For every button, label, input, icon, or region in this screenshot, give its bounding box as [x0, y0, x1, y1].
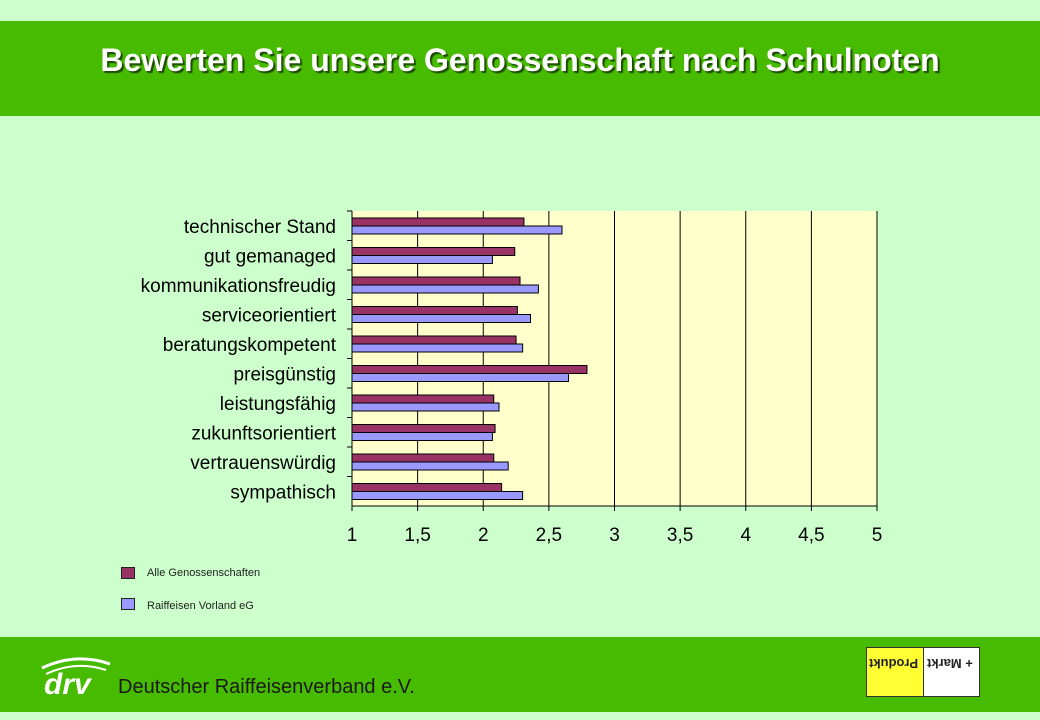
- x-tick-label: 3,5: [667, 525, 693, 546]
- bar-raiffeisen-vorland: [351, 491, 524, 500]
- pm-logo-right-text: + Markt: [927, 656, 973, 671]
- drv-logo-text: drv: [44, 668, 93, 698]
- x-tick-label: 5: [872, 525, 883, 546]
- bar-alle-genossenschaften: [351, 365, 588, 374]
- x-tick-label: 2: [478, 525, 489, 546]
- x-tick-label: 2,5: [536, 525, 562, 546]
- legend-swatch-raiffeisen: [121, 598, 135, 610]
- x-tick-label: 1,5: [404, 525, 430, 546]
- bar-raiffeisen-vorland: [351, 461, 509, 471]
- category-label: preisgünstig: [234, 364, 336, 385]
- header-band: [0, 21, 1040, 116]
- bar-raiffeisen-vorland: [351, 225, 563, 235]
- bar-raiffeisen-vorland: [351, 343, 524, 353]
- bar-raiffeisen-vorland: [351, 402, 500, 412]
- bar-alle-genossenschaften: [351, 217, 525, 227]
- category-label: kommunikationsfreudig: [141, 276, 336, 297]
- category-label: leistungsfähig: [220, 394, 336, 415]
- bar-raiffeisen-vorland: [351, 373, 570, 382]
- bar-alle-genossenschaften: [351, 483, 503, 492]
- bar-alle-genossenschaften: [351, 453, 495, 463]
- page-title: Bewerten Sie unsere Genossenschaft nach …: [100, 42, 940, 78]
- x-tick-label: 3: [609, 525, 620, 546]
- category-label: technischer Stand: [184, 217, 336, 238]
- produkt-markt-logo: Produkt + Markt: [866, 647, 980, 697]
- category-label: vertrauenswürdig: [190, 453, 336, 474]
- bar-alle-genossenschaften: [351, 335, 517, 345]
- pm-logo-yellow: [867, 648, 924, 696]
- legend-label-raiffeisen: Raiffeisen Vorland eG: [147, 600, 254, 612]
- legend-label-alle: Alle Genossenschaften: [147, 567, 261, 579]
- category-label: beratungskompetent: [163, 335, 337, 356]
- x-tick-label: 4,5: [798, 525, 824, 546]
- category-label: serviceorientiert: [202, 305, 337, 326]
- bar-alle-genossenschaften: [351, 247, 516, 256]
- bar-raiffeisen-vorland: [351, 255, 493, 264]
- bar-alle-genossenschaften: [351, 306, 518, 315]
- bar-raiffeisen-vorland: [351, 284, 539, 294]
- pm-logo-left-text: Produkt: [869, 656, 919, 671]
- bar-alle-genossenschaften: [351, 424, 496, 433]
- drv-logo-icon: drv: [41, 657, 111, 698]
- category-label: zukunftsorientiert: [191, 423, 336, 444]
- bar-alle-genossenschaften: [351, 276, 521, 286]
- x-tick-label: 1: [347, 525, 358, 546]
- x-tick-label: 4: [740, 525, 751, 546]
- category-label: sympathisch: [230, 482, 336, 503]
- legend-swatch-alle: [121, 567, 135, 579]
- bar-raiffeisen-vorland: [351, 432, 493, 441]
- category-label: gut gemanaged: [204, 246, 336, 267]
- bar-raiffeisen-vorland: [351, 314, 531, 323]
- organization-name: Deutscher Raiffeisenverband e.V.: [118, 676, 415, 698]
- bar-alle-genossenschaften: [351, 394, 495, 404]
